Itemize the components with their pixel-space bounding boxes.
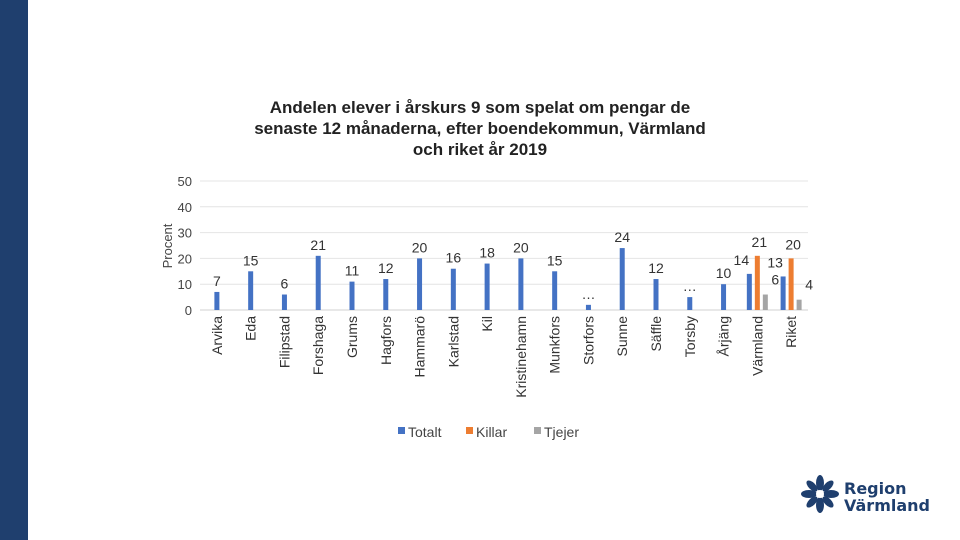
data-label: 6: [281, 276, 289, 292]
bar-totalt: [780, 276, 786, 310]
legend-swatch-killar: [466, 427, 473, 434]
data-label: 21: [752, 234, 768, 250]
bar-totalt: [552, 271, 558, 310]
x-tick-label: Kil: [479, 316, 495, 332]
data-label: 24: [614, 229, 630, 245]
data-label: 7: [213, 273, 221, 289]
data-label: 14: [734, 252, 750, 268]
bar-totalt: [721, 284, 727, 310]
y-tick-label: 40: [178, 200, 192, 215]
bar-totalt: [450, 268, 456, 310]
data-label: 13: [767, 254, 783, 270]
data-label: 11: [345, 263, 360, 279]
x-tick-label: Grums: [344, 316, 360, 358]
data-label: …: [683, 278, 697, 294]
legend-label: Totalt: [408, 424, 442, 440]
data-label: 6: [771, 272, 779, 288]
data-label: 20: [785, 236, 801, 252]
bar-totalt: [214, 291, 220, 310]
data-label: …: [581, 286, 595, 302]
x-tick-label: Karlstad: [445, 316, 461, 367]
x-tick-label: Arvika: [209, 316, 225, 355]
bar-totalt: [518, 258, 524, 310]
bar-totalt: [248, 271, 254, 310]
x-tick-label: Torsby: [682, 316, 698, 357]
y-tick-label: 20: [178, 251, 192, 266]
bar-totalt: [417, 258, 423, 310]
logo-text: Region Värmland: [844, 479, 930, 515]
bar-totalt: [281, 294, 287, 310]
bar-totalt: [349, 281, 355, 310]
legend-label: Tjejer: [544, 424, 579, 440]
data-label: 4: [805, 277, 813, 293]
bar-totalt: [383, 279, 389, 310]
data-label: 20: [412, 239, 428, 255]
x-tick-label: Hammarö: [412, 316, 428, 378]
data-label: 10: [716, 265, 732, 281]
x-tick-label: Kristinehamn: [513, 316, 529, 398]
legend-swatch-totalt: [398, 427, 405, 434]
y-axis-label: Procent: [160, 223, 175, 268]
chart-title: Andelen elever i årskurs 9 som spelat om…: [254, 98, 706, 159]
bar-totalt: [315, 255, 321, 310]
bar-killar: [788, 258, 794, 310]
side-accent-bar: [0, 0, 28, 540]
data-label: 18: [479, 245, 495, 261]
x-tick-label: Säffle: [648, 316, 664, 352]
data-label: 12: [378, 260, 394, 276]
x-tick-label: Munkfors: [547, 316, 563, 374]
data-label: 15: [243, 252, 259, 268]
x-tick-label: Årjäng: [716, 316, 732, 356]
x-tick-label: Filipstad: [276, 316, 292, 368]
y-tick-label: 30: [178, 226, 192, 241]
data-label: 15: [547, 252, 563, 268]
data-label: 20: [513, 239, 529, 255]
bar-totalt: [585, 304, 591, 310]
bar-killar: [754, 255, 760, 310]
bar-tjejer: [796, 299, 802, 310]
bar-totalt: [653, 279, 659, 310]
legend-label: Killar: [476, 424, 507, 440]
x-tick-label: Storfors: [580, 316, 596, 365]
region-varmland-logo: Region Värmland: [800, 474, 940, 518]
y-tick-label: 0: [185, 303, 192, 318]
bar-totalt: [619, 248, 625, 310]
x-tick-label: Sunne: [614, 316, 630, 357]
bar-tjejer: [762, 294, 768, 310]
flower-icon: [801, 475, 839, 513]
bar-totalt: [687, 297, 693, 310]
x-tick-label: Hagfors: [378, 316, 394, 365]
bar-totalt: [484, 263, 490, 310]
x-tick-label: Eda: [243, 316, 259, 341]
x-tick-label: Värmland: [749, 316, 765, 376]
data-label: 16: [446, 250, 462, 266]
y-tick-label: 10: [178, 277, 192, 292]
bar-totalt: [746, 273, 752, 310]
data-label: 12: [648, 260, 664, 276]
x-tick-label: Riket: [783, 316, 799, 348]
x-tick-label: Forshaga: [310, 316, 326, 375]
data-label: 21: [310, 237, 326, 253]
y-tick-label: 50: [178, 174, 192, 189]
legend-swatch-tjejer: [534, 427, 541, 434]
